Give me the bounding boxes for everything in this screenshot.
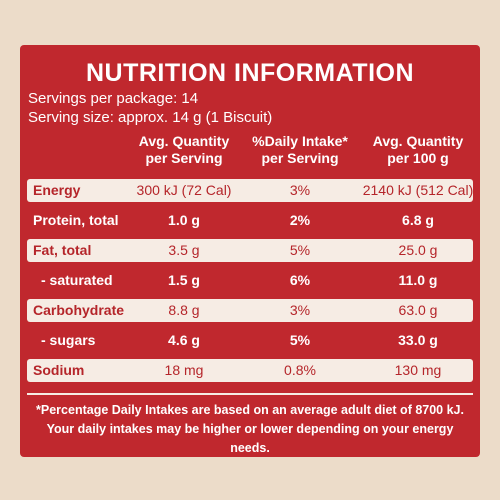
daily-intake-value: 3%: [289, 182, 311, 198]
row-name: - sugars: [41, 332, 96, 348]
per-serving-value: 1.0 g: [168, 212, 200, 228]
row-name: Carbohydrate: [33, 302, 125, 318]
table-row-energy: Energy 300 kJ (72 Cal) 3% 2140 kJ (512 C…: [27, 179, 473, 202]
table-row-sodium: Sodium 18 mg 0.8% 130 mg: [27, 359, 473, 382]
per-serving-value: 18 mg: [164, 362, 204, 378]
daily-intake-value: 3%: [289, 302, 311, 318]
row-name: Sodium: [33, 362, 85, 378]
row-name: Energy: [33, 182, 81, 198]
daily-intake-value: 5%: [289, 332, 311, 348]
per-100g-value: 63.0 g: [398, 302, 438, 318]
table-row-fat: Fat, total 3.5 g 5% 25.0 g: [27, 239, 473, 262]
per-serving-value: 3.5 g: [168, 242, 200, 258]
daily-intake-value: 0.8%: [284, 362, 316, 378]
table-row-saturated: - saturated 1.5 g 6% 11.0 g: [27, 269, 473, 292]
servings-per-package: Servings per package: 14: [28, 90, 199, 107]
table-row-protein: Protein, total 1.0 g 2% 6.8 g: [27, 209, 473, 232]
table-row-sugars: - sugars 4.6 g 5% 33.0 g: [27, 329, 473, 352]
footnote-line-2: Your daily intakes may be higher or lowe…: [46, 422, 454, 455]
per-100g-value: 11.0 g: [398, 272, 438, 288]
nutrition-panel: NUTRITION INFORMATION Servings per packa…: [20, 45, 480, 457]
per-100g-value: 130 mg: [394, 362, 442, 378]
per-serving-value: 8.8 g: [168, 302, 200, 318]
table-row-carbohydrate: Carbohydrate 8.8 g 3% 63.0 g: [27, 299, 473, 322]
per-serving-value: 1.5 g: [168, 272, 200, 288]
row-name: Fat, total: [33, 242, 92, 258]
per-100g-value: 25.0 g: [398, 242, 438, 258]
daily-intake-value: 6%: [289, 272, 311, 288]
daily-intake-value: 5%: [289, 242, 311, 258]
row-name: Protein, total: [33, 212, 119, 228]
footnote: *Percentage Daily Intakes are based on a…: [27, 393, 473, 455]
per-100g-value: 33.0 g: [398, 332, 438, 348]
per-100g-value: 2140 kJ (512 Cal): [362, 182, 474, 198]
column-header-avg-per-100g: Avg. Quantity per 100 g: [372, 133, 464, 166]
footnote-line-1: *Percentage Daily Intakes are based on a…: [36, 403, 464, 417]
per-serving-value: 4.6 g: [168, 332, 200, 348]
serving-size: Serving size: approx. 14 g (1 Biscuit): [28, 109, 273, 126]
nutrition-title: NUTRITION INFORMATION: [85, 59, 415, 87]
daily-intake-value: 2%: [289, 212, 311, 228]
column-header-daily-intake: %Daily Intake* per Serving: [252, 133, 348, 166]
row-name: - saturated: [41, 272, 113, 288]
per-100g-value: 6.8 g: [402, 212, 434, 228]
per-serving-value: 300 kJ (72 Cal): [136, 182, 232, 198]
column-header-avg-per-serving: Avg. Quantity per Serving: [138, 133, 230, 166]
